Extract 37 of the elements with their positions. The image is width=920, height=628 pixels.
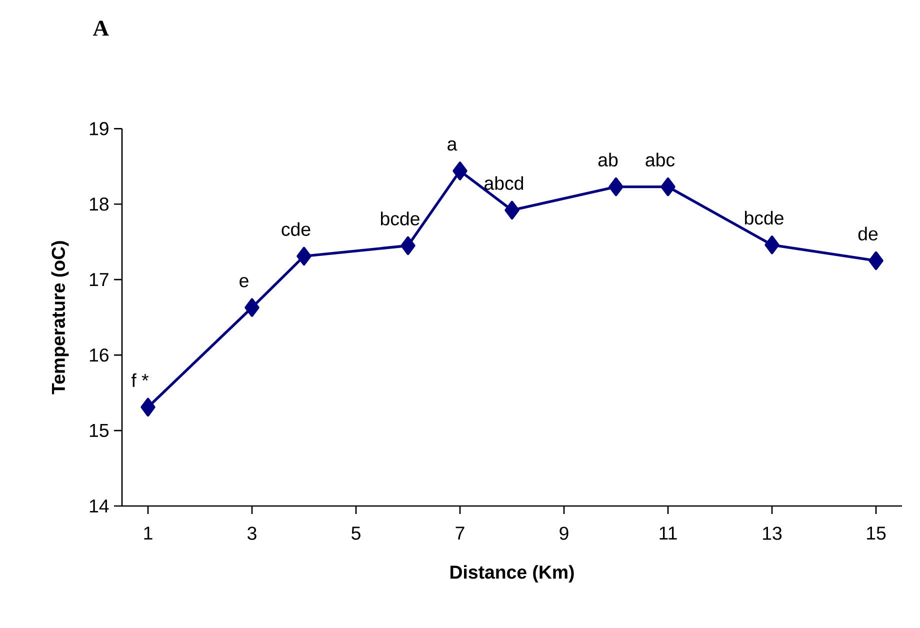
x-tick-label: 15 xyxy=(867,526,886,540)
x-tick-label: 7 xyxy=(456,526,464,540)
point xyxy=(868,251,884,270)
y-tick-label: 18 xyxy=(90,198,108,211)
y-tick-label: 19 xyxy=(90,122,108,136)
x-tick-label: 5 xyxy=(352,526,360,540)
y-tick-label: 15 xyxy=(90,424,108,438)
point xyxy=(504,200,520,220)
point xyxy=(764,236,780,254)
annotation: de xyxy=(858,226,878,240)
x-tick-label: 9 xyxy=(560,526,568,540)
annotation: abcd xyxy=(484,176,524,190)
chart-title: A xyxy=(92,20,109,36)
x-tick-label: 13 xyxy=(763,526,782,540)
annotation: a xyxy=(448,140,458,151)
annotation: ab xyxy=(598,152,618,167)
annotation: cde xyxy=(282,222,310,236)
annotation: abc xyxy=(646,152,675,167)
point xyxy=(296,246,312,266)
y-tick-label: 14 xyxy=(90,500,109,512)
y-tick-label: 16 xyxy=(90,348,108,362)
annotation: f * xyxy=(131,373,149,387)
y-tick-label: 17 xyxy=(90,273,108,286)
point xyxy=(400,236,416,255)
annotation: bcde xyxy=(744,210,784,225)
point xyxy=(660,177,676,196)
point xyxy=(452,162,468,180)
annotation: e xyxy=(240,277,248,288)
point xyxy=(244,298,260,317)
x-tick-label: 3 xyxy=(248,526,256,540)
annotation: bcde xyxy=(380,212,420,226)
y-axis-title: Temperature (oC) xyxy=(51,241,69,394)
point xyxy=(608,177,624,196)
point xyxy=(140,398,156,416)
x-tick-label: 1 xyxy=(144,526,152,540)
x-tick-label: 11 xyxy=(660,526,677,540)
x-axis-title: Distance (Km) xyxy=(450,565,574,582)
